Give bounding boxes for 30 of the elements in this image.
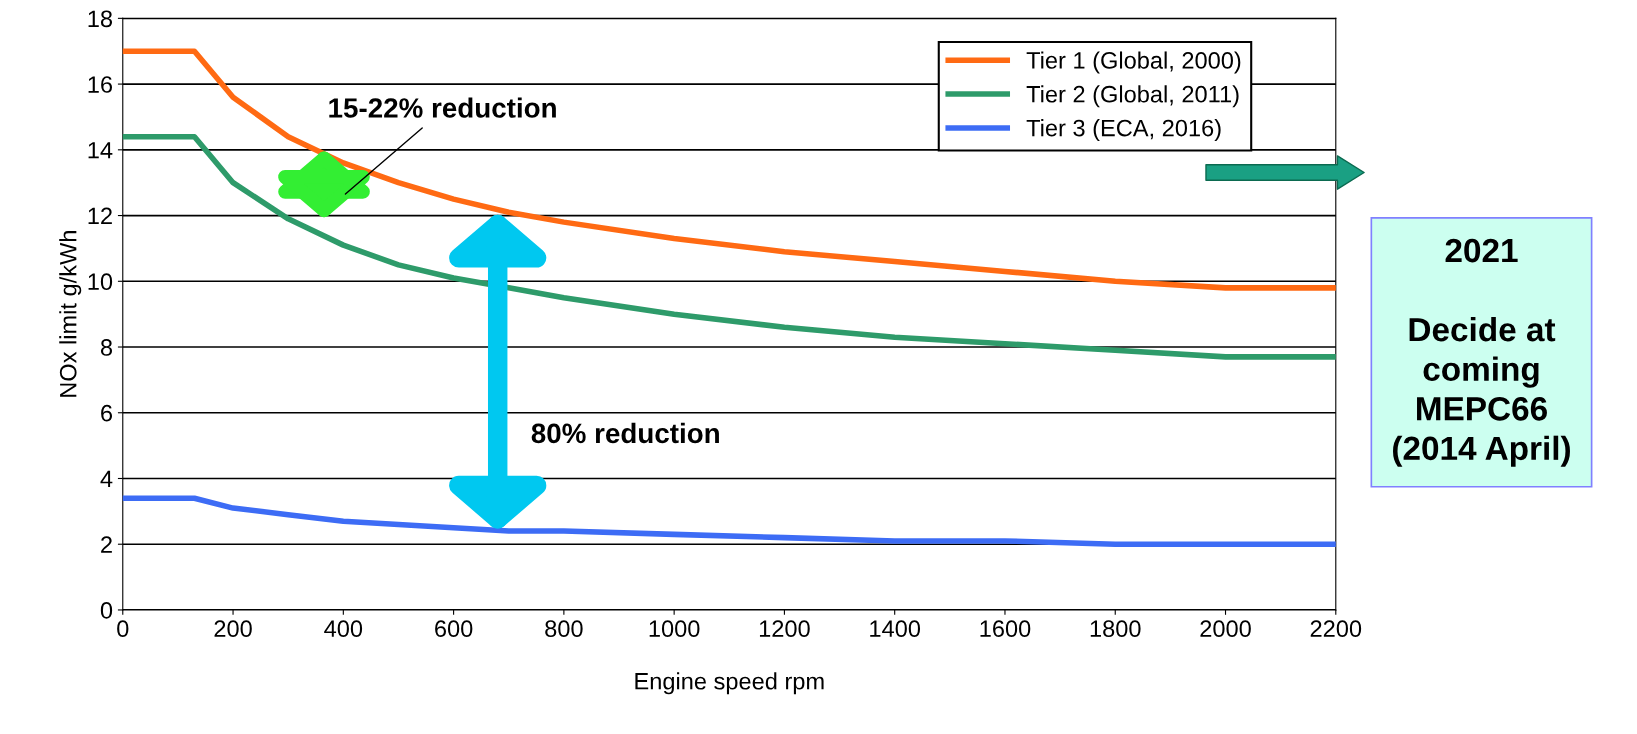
x-tick-label: 0: [117, 620, 129, 638]
x-tick-label: 1000: [649, 620, 700, 638]
y-tick-label: 4: [100, 470, 113, 488]
x-tick-label: 600: [435, 620, 473, 638]
text: 2021 Decide at coming MEPC66 (2014 April): [1393, 238, 1570, 467]
x-tick-label: 2200: [1310, 620, 1362, 638]
legend-label: Tier 3 (ECA, 2016): [1026, 119, 1221, 142]
y-tick-label: 8: [100, 339, 113, 356]
legend-label: Tier 1 (Global, 2000): [1026, 51, 1241, 74]
y-tick-label: 0: [100, 602, 113, 619]
x-tick-label: 1600: [980, 620, 1031, 638]
x-tick-label: 1200: [759, 620, 810, 638]
y-tick-label: 6: [101, 404, 113, 422]
x-tick-label: 200: [214, 620, 252, 638]
annotation: 15-22% reduction: [329, 97, 556, 118]
y-tick-label: 18: [88, 10, 113, 28]
y-tick-label: 2: [101, 536, 112, 553]
x-tick-label: 800: [545, 620, 583, 638]
y-tick-label: 12: [88, 207, 112, 225]
y-tick-label: 14: [88, 142, 113, 159]
y-axis-title: NOx limit g/kWh: [59, 231, 82, 397]
annotation: 80% reduction: [531, 422, 719, 444]
x-tick-label: 400: [324, 620, 363, 638]
x-axis-title: Engine speed rpm: [635, 672, 824, 695]
x-tick-label: 2000: [1200, 620, 1251, 638]
y-tick-label: 16: [88, 76, 113, 93]
y-tick-label: 10: [88, 273, 113, 291]
x-tick-label: 1400: [870, 620, 921, 638]
x-tick-label: 1800: [1090, 620, 1141, 638]
legend-label: Tier 2 (Global, 2011): [1026, 85, 1239, 108]
